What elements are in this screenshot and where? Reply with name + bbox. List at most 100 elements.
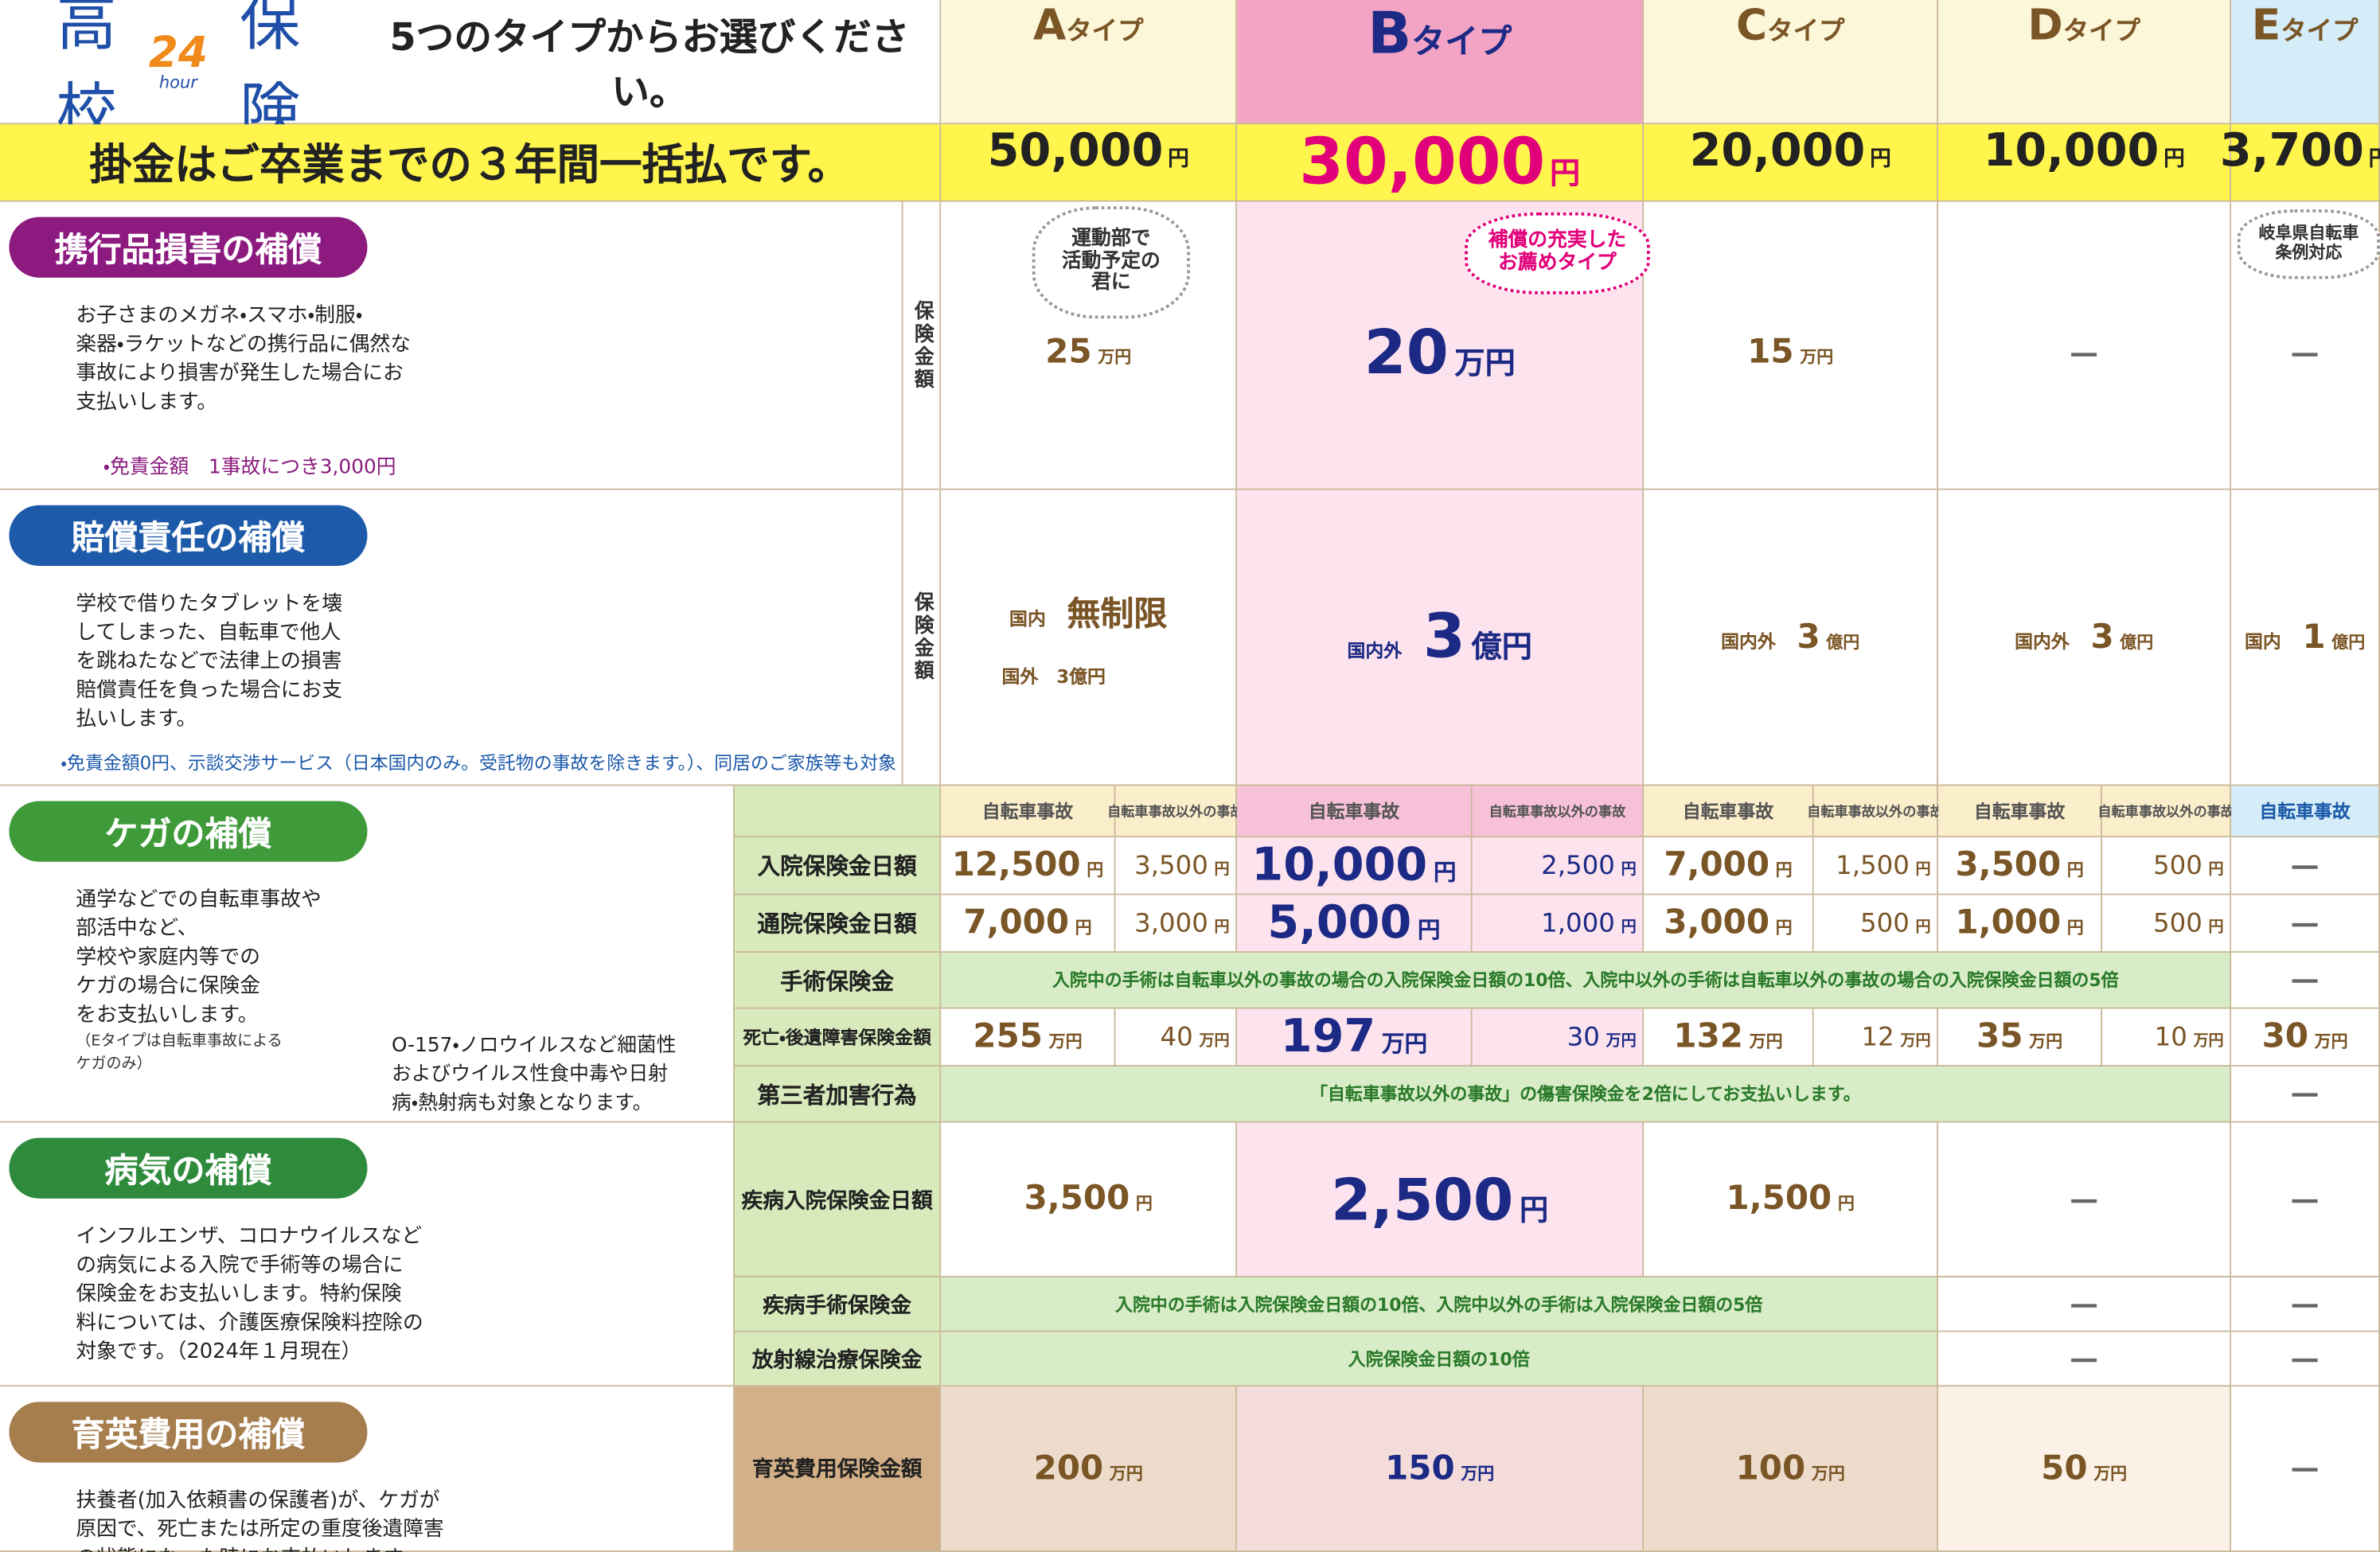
amount-line: 3,500 円 [1024, 1180, 1153, 1219]
amount-cell: 100 万円 [1644, 1386, 1939, 1552]
amount-line: 40 万円 [1161, 1022, 1230, 1052]
premium-unit: 円 [1550, 154, 1581, 192]
amount-prefix: 国内外 [1347, 640, 1403, 662]
amount-unit: 円 [1621, 918, 1637, 936]
amount: 3,500 [1955, 846, 2062, 885]
subheader-text: 自転車事故 [981, 801, 1074, 823]
amount-unit: 万円 [1199, 1032, 1230, 1050]
amount-cell: 500 円 [2102, 895, 2232, 953]
amount: 無制限 [1067, 595, 1168, 634]
amount-line: 12 万円 [1862, 1022, 1931, 1052]
injury-note-line: 病・熱射病も対象となります。 [391, 1092, 653, 1116]
subheader-text: 自転車事故以外の事故 [1807, 805, 1944, 821]
amount-unit: 円 [1214, 860, 1230, 878]
amount-line: 132 万円 [1673, 1018, 1782, 1056]
amount-unit: 万円 [1109, 1463, 1143, 1484]
row-label-text: 第三者加害行為 [757, 1081, 917, 1109]
amount: 2,500 [1331, 1165, 1514, 1233]
subheader: 自転車事故以外の事故 [2097, 786, 2234, 838]
subheader: 自転車事故 [1938, 786, 2103, 838]
amount-unit: 円 [1087, 860, 1104, 880]
row-label-text: 育英費用保険金額 [751, 1457, 923, 1483]
amount: 30 [1567, 1021, 1600, 1052]
amount-line: 100 万円 [1736, 1449, 1845, 1488]
row-label: 育英費用保険金額 [734, 1386, 942, 1552]
amount-cell: 15 万円 [1644, 201, 1939, 490]
speech-bubble: 岐阜県自転車 条例対応 [2237, 209, 2380, 279]
span-cell: 「自転車事故以外の事故」の傷害保険金を2倍にしてお支払いします。 [941, 1067, 2232, 1123]
premium-unit: 円 [2369, 142, 2380, 173]
section-title-text: 携行品損害の補償 [54, 232, 322, 271]
amount-cell: － [2231, 1386, 2380, 1552]
amount-line: 1,000 円 [1541, 908, 1637, 938]
side-label: 保険金額 [903, 201, 942, 490]
row-label: 疾病入院保険金日額 [734, 1122, 942, 1278]
amount-cell: 7,000 円 [941, 895, 1116, 953]
type-label: タイプ [1066, 16, 1144, 48]
premium-amount: 20,000 [1689, 124, 1866, 178]
amount: 2,500 [1541, 850, 1615, 881]
amount-line: 30 万円 [1567, 1022, 1637, 1052]
amount-unit: 万円 [2193, 1032, 2224, 1050]
amount-cell: 1,000 円 [1472, 895, 1645, 953]
row-label: 死亡・後遺障害保険金額 [734, 1008, 942, 1067]
section-title-text: ケガの補償 [104, 816, 272, 855]
logo-hour: hour [158, 72, 197, 93]
amount-unit: 円 [2066, 860, 2084, 880]
description-line: 学校や家庭内等での [76, 945, 261, 970]
amount-cell: － [2231, 1067, 2380, 1123]
premium-amount: 10,000 [1983, 124, 2160, 178]
amount: 132 [1673, 1018, 1744, 1056]
description-line: してしまった、自転車で他人 [76, 620, 341, 645]
amount-unit: 万円 [2314, 1031, 2348, 1051]
amount-cell: － [2231, 953, 2380, 1009]
description-line: インフルエンザ、コロナウイルスなど [76, 1224, 423, 1249]
dash: － [2288, 1183, 2322, 1222]
subheader: 自転車事故以外の事故 [1472, 786, 1645, 838]
amount-line: 200 万円 [1034, 1449, 1143, 1488]
amount: 500 [2153, 850, 2202, 881]
amount-unit: 万円 [2093, 1463, 2128, 1484]
amount-unit: 万円 [1606, 1032, 1637, 1050]
amount-line: 3,000 円 [1134, 908, 1230, 938]
amount: 7,000 [1664, 846, 1770, 885]
amount: 150 [1385, 1449, 1455, 1488]
amount-line: 3,500 円 [1955, 847, 2083, 885]
amount: 197 [1280, 1010, 1376, 1064]
dash: － [2288, 1343, 2322, 1382]
amount-prefix: 国内外 [1721, 630, 1776, 652]
subheader-text: 自転車事故 [2259, 801, 2351, 823]
amount: 10 [2154, 1021, 2187, 1052]
amount-cell: － [2231, 1332, 2380, 1387]
premium-label: 掛金はご卒業までの３年間一括払です。 [0, 124, 942, 202]
amount-cell: 197 万円 [1237, 1008, 1473, 1067]
amount-line: 1,500 円 [1836, 850, 1931, 880]
description-line: 扶養者(加入依頼書の保護者)が、ケガが [76, 1488, 440, 1513]
amount-cell: 150 万円 [1237, 1386, 1645, 1552]
speech-bubble: 補償の充実した お薦めタイプ [1465, 212, 1650, 294]
logo-number: 24 [148, 27, 209, 78]
amount-unit: 円 [1915, 918, 1931, 936]
amount-unit: 円 [1775, 860, 1793, 880]
amount-cell: － [1938, 1122, 2232, 1278]
amount-cell: 国内外 3 億円 [1938, 489, 2232, 786]
dash: － [2067, 1183, 2101, 1222]
deductible-note: ・免責金額 1事故につき3,000円 [103, 456, 396, 480]
amount: 3,000 [1134, 907, 1208, 938]
row-label: 手術保険金 [734, 953, 942, 1009]
amount-unit: 円 [1519, 1193, 1549, 1227]
amount: 10,000 [1251, 839, 1428, 892]
premium-amount: 50,000 [987, 124, 1164, 178]
amount-cell: 1,500 円 [1813, 837, 1939, 895]
side-label: 保険金額 [903, 489, 942, 786]
amount-line: 7,000 円 [963, 904, 1091, 942]
injury-note: O-157・ノロウイルスなど細菌性 およびウイルス性食中毒や日射 病・熱射病も対象と… [392, 1031, 735, 1120]
type-label: タイプ [2281, 16, 2359, 48]
amount-cell: 国内 無制限 国外 3億円 [941, 489, 1238, 786]
side-label-text: 保険金額 [910, 591, 933, 683]
amount-line: 1,500 円 [1726, 1180, 1855, 1219]
amount-line: 3,000 円 [1664, 904, 1792, 942]
amount: 5,000 [1267, 896, 1412, 950]
premium-cell: 50,000 円 [941, 124, 1238, 202]
amount-cell: － [2231, 1122, 2380, 1278]
